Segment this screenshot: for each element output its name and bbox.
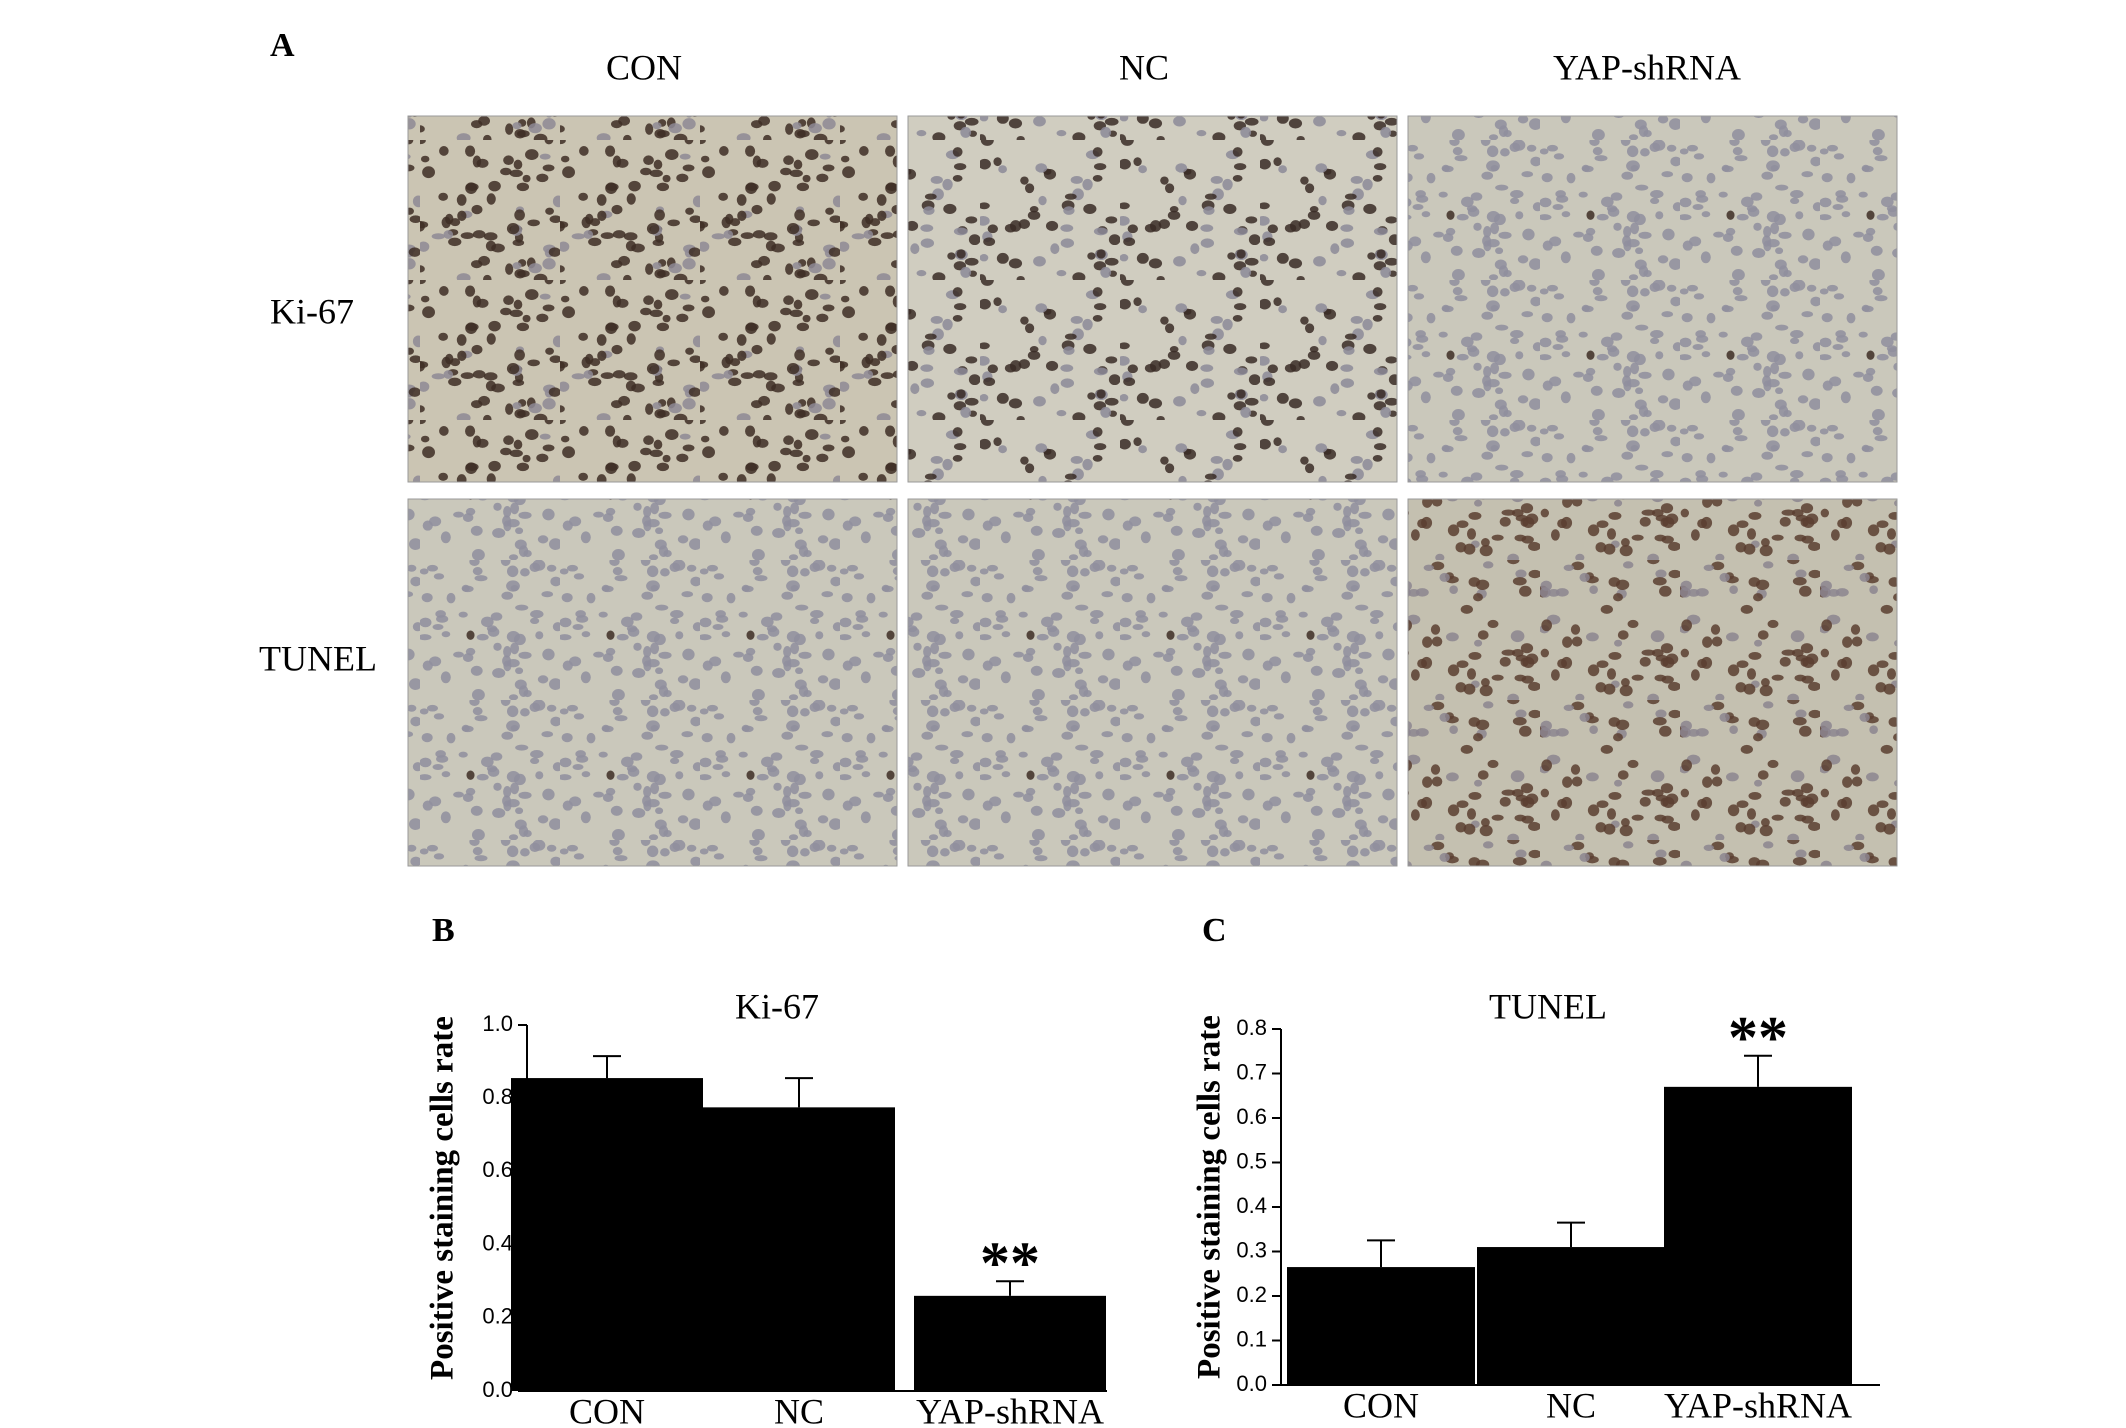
y-tick-label: 0.2 xyxy=(1236,1282,1267,1307)
micrograph xyxy=(407,498,898,867)
y-axis-label: Positive staining cells rate xyxy=(425,1016,461,1380)
x-tick-label: YAP-shRNA xyxy=(916,1391,1104,1428)
panel-label: C xyxy=(1202,912,1227,949)
x-tick-label: NC xyxy=(1546,1385,1596,1425)
y-tick-label: 0.2 xyxy=(482,1304,513,1329)
column-label: CON xyxy=(606,47,682,87)
bar xyxy=(1477,1247,1665,1385)
row-label: TUNEL xyxy=(259,638,377,678)
chart-title: TUNEL xyxy=(1489,986,1607,1026)
x-tick-label: NC xyxy=(774,1391,824,1428)
significance: ** xyxy=(980,1230,1040,1296)
y-tick-label: 0.6 xyxy=(482,1157,513,1182)
y-tick-label: 0.7 xyxy=(1236,1059,1267,1084)
x-tick-label: YAP-shRNA xyxy=(1664,1385,1852,1425)
column-label: YAP-shRNA xyxy=(1553,47,1741,87)
x-tick-label: CON xyxy=(1343,1385,1419,1425)
y-tick-label: 0.6 xyxy=(1236,1104,1267,1129)
y-tick-label: 0.4 xyxy=(482,1230,513,1255)
y-tick-label: 0.8 xyxy=(482,1084,513,1109)
bar xyxy=(703,1107,895,1391)
micrograph xyxy=(1407,115,1898,483)
micrograph xyxy=(407,115,898,483)
micrograph xyxy=(907,115,1398,483)
micrograph xyxy=(907,498,1398,867)
y-tick-label: 0.0 xyxy=(1236,1371,1267,1396)
bar xyxy=(1287,1267,1475,1385)
y-tick-label: 0.3 xyxy=(1236,1237,1267,1262)
bar xyxy=(914,1295,1106,1391)
y-tick-label: 0.4 xyxy=(1236,1193,1267,1218)
y-axis-label: Positive staining cells rate xyxy=(1192,1015,1228,1379)
significance: ** xyxy=(1728,1004,1788,1070)
column-label: NC xyxy=(1119,47,1169,87)
y-tick-label: 0.5 xyxy=(1236,1148,1267,1173)
panel-label: A xyxy=(270,27,295,64)
row-label: Ki-67 xyxy=(270,291,354,331)
bar xyxy=(1664,1086,1852,1385)
y-tick-label: 0.8 xyxy=(1236,1015,1267,1040)
chart-title: Ki-67 xyxy=(735,986,819,1026)
y-tick-label: 1.0 xyxy=(482,1011,513,1036)
y-tick-label: 0.0 xyxy=(482,1377,513,1402)
x-tick-label: CON xyxy=(569,1391,645,1428)
bar xyxy=(511,1078,703,1391)
y-tick-label: 0.1 xyxy=(1236,1326,1267,1351)
panel-label: B xyxy=(432,912,455,949)
micrograph xyxy=(1407,498,1898,867)
